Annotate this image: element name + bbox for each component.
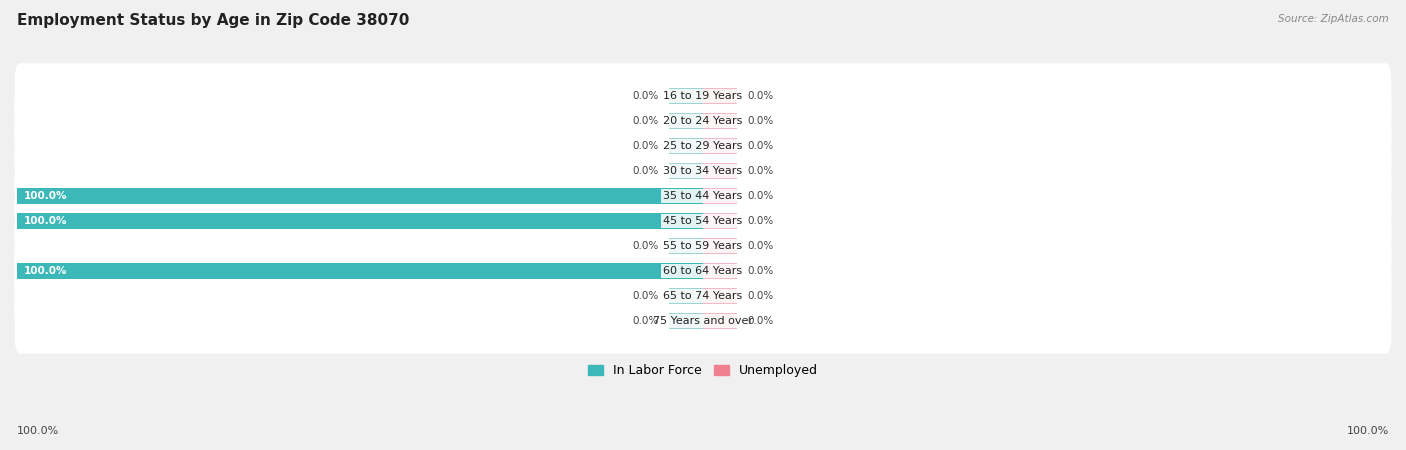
Text: 0.0%: 0.0%	[748, 116, 773, 126]
Bar	[669, 113, 703, 129]
Text: 100.0%: 100.0%	[24, 191, 67, 201]
FancyBboxPatch shape	[14, 288, 1392, 354]
Text: 100.0%: 100.0%	[24, 266, 67, 276]
Text: 45 to 54 Years: 45 to 54 Years	[664, 216, 742, 226]
FancyBboxPatch shape	[14, 213, 1392, 279]
Text: 0.0%: 0.0%	[633, 241, 658, 251]
Text: 0.0%: 0.0%	[748, 141, 773, 151]
Bar	[669, 88, 703, 104]
Text: 0.0%: 0.0%	[748, 166, 773, 176]
Text: 65 to 74 Years: 65 to 74 Years	[664, 291, 742, 301]
FancyBboxPatch shape	[14, 63, 1392, 129]
Text: 0.0%: 0.0%	[748, 291, 773, 301]
Bar	[703, 138, 737, 154]
Text: 16 to 19 Years: 16 to 19 Years	[664, 91, 742, 101]
Bar	[669, 313, 703, 329]
FancyBboxPatch shape	[14, 263, 1392, 328]
Legend: In Labor Force, Unemployed: In Labor Force, Unemployed	[583, 359, 823, 382]
FancyBboxPatch shape	[14, 188, 1392, 254]
Text: 0.0%: 0.0%	[748, 266, 773, 276]
Bar	[669, 288, 703, 304]
Bar	[703, 263, 737, 279]
Bar	[17, 188, 703, 204]
FancyBboxPatch shape	[14, 88, 1392, 153]
Text: 0.0%: 0.0%	[633, 166, 658, 176]
Bar	[669, 238, 703, 254]
Text: 0.0%: 0.0%	[748, 191, 773, 201]
Bar	[703, 313, 737, 329]
Text: 55 to 59 Years: 55 to 59 Years	[664, 241, 742, 251]
Bar	[17, 213, 703, 229]
Text: 0.0%: 0.0%	[748, 241, 773, 251]
Text: 100.0%: 100.0%	[24, 216, 67, 226]
Text: 100.0%: 100.0%	[17, 427, 59, 436]
Text: 35 to 44 Years: 35 to 44 Years	[664, 191, 742, 201]
Text: 0.0%: 0.0%	[633, 316, 658, 326]
Text: 0.0%: 0.0%	[748, 316, 773, 326]
Text: 0.0%: 0.0%	[633, 116, 658, 126]
FancyBboxPatch shape	[14, 163, 1392, 229]
Bar	[703, 88, 737, 104]
Text: 0.0%: 0.0%	[633, 91, 658, 101]
Text: Source: ZipAtlas.com: Source: ZipAtlas.com	[1278, 14, 1389, 23]
Text: 20 to 24 Years: 20 to 24 Years	[664, 116, 742, 126]
Text: 0.0%: 0.0%	[633, 141, 658, 151]
Bar	[703, 188, 737, 204]
Bar	[703, 113, 737, 129]
Bar	[17, 263, 703, 279]
Bar	[703, 238, 737, 254]
Text: 0.0%: 0.0%	[748, 216, 773, 226]
Text: 0.0%: 0.0%	[748, 91, 773, 101]
Text: 75 Years and over: 75 Years and over	[652, 316, 754, 326]
Bar	[703, 213, 737, 229]
Bar	[703, 163, 737, 179]
Text: Employment Status by Age in Zip Code 38070: Employment Status by Age in Zip Code 380…	[17, 14, 409, 28]
Text: 100.0%: 100.0%	[1347, 427, 1389, 436]
Text: 30 to 34 Years: 30 to 34 Years	[664, 166, 742, 176]
Bar	[669, 163, 703, 179]
Text: 0.0%: 0.0%	[633, 291, 658, 301]
Text: 25 to 29 Years: 25 to 29 Years	[664, 141, 742, 151]
FancyBboxPatch shape	[14, 113, 1392, 179]
Bar	[703, 288, 737, 304]
FancyBboxPatch shape	[14, 138, 1392, 203]
Text: 60 to 64 Years: 60 to 64 Years	[664, 266, 742, 276]
FancyBboxPatch shape	[14, 238, 1392, 304]
Bar	[669, 138, 703, 154]
